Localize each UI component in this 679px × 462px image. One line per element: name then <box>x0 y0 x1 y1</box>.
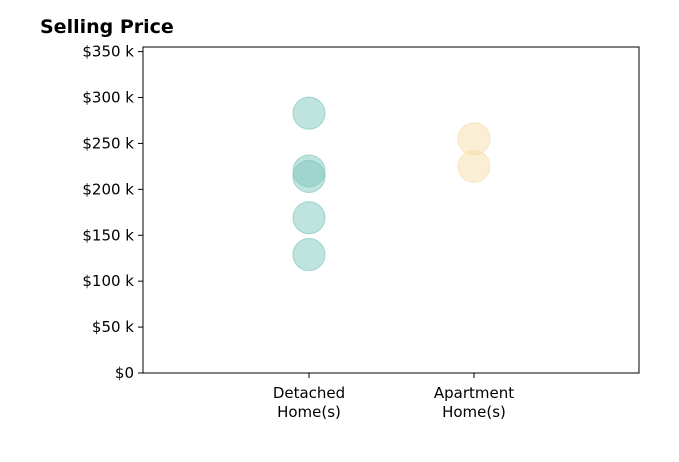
data-point <box>457 149 491 183</box>
plot-frame <box>142 46 640 374</box>
x-tick-label: Apartment Home(s) <box>434 384 514 421</box>
y-tick-label: $300 k <box>82 89 134 107</box>
y-tick-label: $350 k <box>82 43 134 61</box>
y-tick-label: $100 k <box>82 272 134 290</box>
chart-title: Selling Price <box>40 16 174 38</box>
data-point <box>292 96 326 130</box>
y-tick-label: $0 <box>115 364 134 382</box>
y-tick-label: $150 k <box>82 226 134 244</box>
x-tick-label: Detached Home(s) <box>273 384 345 421</box>
y-tick-label: $250 k <box>82 134 134 152</box>
y-tick-label: $50 k <box>92 318 134 336</box>
data-point <box>292 238 326 272</box>
data-point <box>292 159 326 193</box>
y-tick-label: $200 k <box>82 180 134 198</box>
data-point <box>292 201 326 235</box>
